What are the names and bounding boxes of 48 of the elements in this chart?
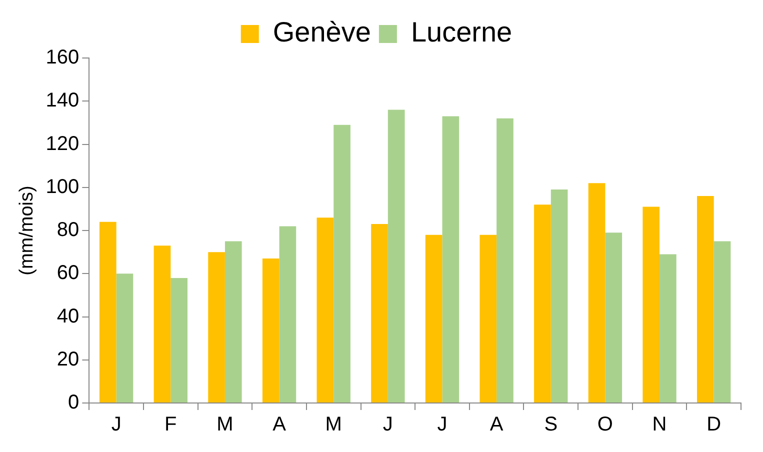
x-tick-label: N xyxy=(652,414,667,436)
bar xyxy=(496,118,514,402)
bar xyxy=(588,183,606,402)
x-tick-label: A xyxy=(272,414,287,436)
bar xyxy=(208,252,225,402)
legend-label: Lucerne xyxy=(410,16,512,48)
y-tick-label: 0 xyxy=(68,392,80,414)
y-tick-label: 140 xyxy=(46,90,80,112)
bar xyxy=(388,110,405,402)
bar xyxy=(480,234,497,402)
y-tick-label: 100 xyxy=(46,176,80,198)
x-tick-label: M xyxy=(325,414,342,436)
y-tick-label: 120 xyxy=(46,132,80,155)
bar xyxy=(334,124,350,402)
x-tick-label: O xyxy=(597,414,613,436)
x-tick-label: J xyxy=(437,414,448,436)
y-tick-label: 80 xyxy=(56,219,80,242)
bar xyxy=(116,274,134,402)
bar xyxy=(262,258,280,402)
bar xyxy=(316,218,334,402)
y-tick-label: 20 xyxy=(56,348,80,370)
x-tick-label: M xyxy=(216,414,234,436)
x-tick-label: A xyxy=(490,414,504,436)
bar xyxy=(279,226,296,402)
y-tick-label: 60 xyxy=(56,262,80,284)
x-tick-label: J xyxy=(111,414,122,436)
bar xyxy=(550,190,568,402)
bar xyxy=(534,204,551,402)
bar xyxy=(154,246,171,402)
bar xyxy=(642,206,660,402)
y-tick-label: 40 xyxy=(56,305,80,328)
x-tick-label: S xyxy=(544,414,558,436)
x-tick-label: F xyxy=(164,414,177,436)
bar xyxy=(697,196,714,402)
y-axis-title: (mm/mois) xyxy=(16,186,38,276)
bar xyxy=(714,241,731,402)
y-tick-label: 160 xyxy=(46,46,80,69)
bar xyxy=(99,222,116,402)
bar xyxy=(371,224,388,402)
x-tick-label: J xyxy=(382,414,393,436)
bar xyxy=(660,254,676,402)
bar xyxy=(170,278,188,402)
bar xyxy=(605,232,622,402)
bar xyxy=(442,116,460,402)
x-tick-label: D xyxy=(706,414,722,436)
legend-label: Genève xyxy=(272,16,371,48)
bar xyxy=(224,241,242,402)
bar xyxy=(425,234,442,402)
